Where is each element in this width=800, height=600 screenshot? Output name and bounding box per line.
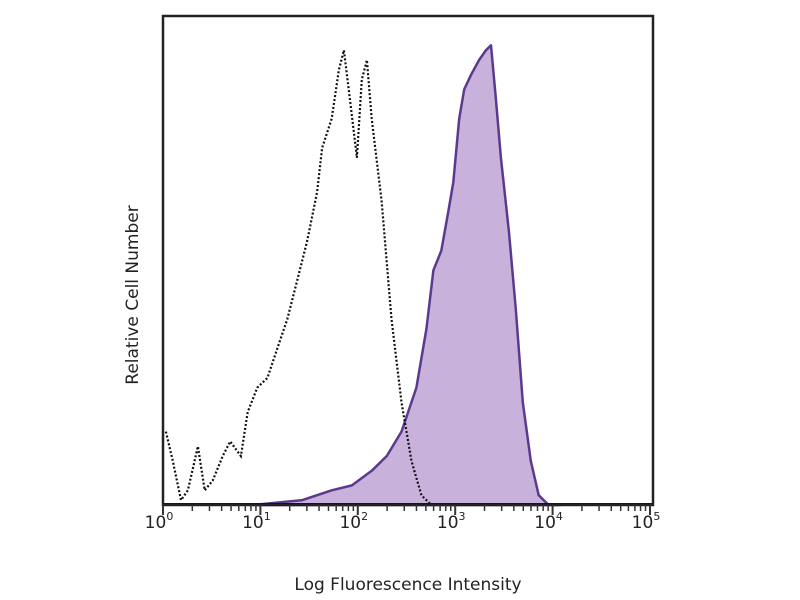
stained-histogram-area: [251, 44, 562, 507]
x-tick-label: 101: [242, 510, 271, 533]
y-axis-title: Relative Cell Number: [123, 205, 143, 384]
plot-frame: [161, 14, 655, 507]
control-histogram-line: [164, 49, 433, 506]
tick-exponent: 0: [166, 510, 173, 523]
x-axis-title: Log Fluorescence Intensity: [294, 575, 521, 595]
x-axis-tick-labels: 100 101 102 103 104 105: [145, 510, 661, 533]
x-tick-label: 103: [437, 510, 466, 533]
tick-exponent: 2: [361, 510, 368, 523]
tick-exponent: 4: [556, 510, 563, 523]
tick-base: 10: [534, 513, 556, 533]
tick-base: 10: [632, 513, 654, 533]
x-tick-label: 104: [534, 510, 563, 533]
x-tick-label: 100: [145, 510, 174, 533]
x-tick-label: 105: [632, 510, 661, 533]
tick-base: 10: [437, 513, 459, 533]
tick-exponent: 5: [653, 510, 660, 523]
tick-base: 10: [339, 513, 361, 533]
tick-exponent: 3: [459, 510, 466, 523]
tick-base: 10: [145, 513, 167, 533]
x-axis-ticks: [162, 505, 651, 515]
tick-exponent: 1: [264, 510, 271, 523]
x-tick-label: 102: [339, 510, 368, 533]
tick-base: 10: [242, 513, 264, 533]
